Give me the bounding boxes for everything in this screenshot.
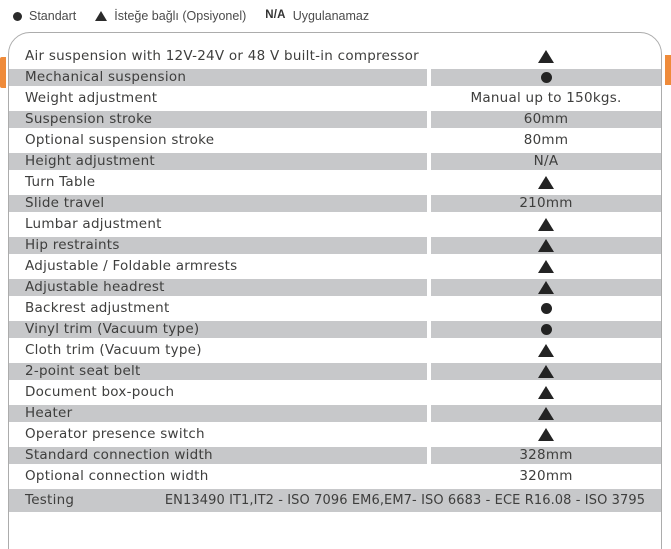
feature-label: Lumbar adjustment	[25, 216, 162, 232]
feature-label: Adjustable / Foldable armrests	[25, 258, 238, 274]
feature-label: Heater	[25, 405, 73, 421]
legend-item-not-applicable: N/A Uygulanamaz	[265, 9, 369, 23]
testing-value: EN13490 IT1,IT2 - ISO 7096 EM6,EM7- ISO …	[164, 492, 646, 508]
legend-label: İsteğe bağlı (Opsiyonel)	[114, 9, 247, 23]
spec-value	[427, 320, 661, 338]
feature-label: Cloth trim (Vacuum type)	[25, 342, 202, 358]
table-row-testing: Testing EN13490 IT1,IT2 - ISO 7096 EM6,E…	[9, 486, 661, 514]
table-row: Lumbar adjustment	[9, 213, 661, 235]
spec-value	[427, 278, 661, 296]
orange-accent-tab-right	[665, 55, 671, 85]
spec-value	[427, 68, 661, 86]
optional-triangle-icon	[538, 280, 554, 294]
table-row: Weight adjustment Manual up to 150kgs.	[9, 87, 661, 109]
spec-value	[427, 45, 661, 67]
feature-label: Backrest adjustment	[25, 300, 170, 316]
spec-value: 80mm	[427, 129, 661, 151]
orange-accent-tab-left	[0, 57, 6, 88]
legend-label: Uygulanamaz	[292, 9, 370, 23]
optional-triangle-icon	[538, 406, 554, 420]
spec-value: 328mm	[427, 446, 661, 464]
legend: Standart İsteğe bağlı (Opsiyonel) N/A Uy…	[13, 7, 369, 25]
spec-value	[427, 339, 661, 361]
table-row: Document box-pouch	[9, 381, 661, 403]
optional-triangle-icon	[95, 11, 108, 21]
standard-circle-icon	[540, 71, 552, 83]
feature-label: Vinyl trim (Vacuum type)	[25, 321, 200, 337]
feature-label: Height adjustment	[25, 153, 155, 169]
standard-circle-icon	[540, 323, 552, 335]
feature-label: Hip restraints	[25, 237, 120, 253]
spec-value	[427, 423, 661, 445]
table-row: Adjustable / Foldable armrests	[9, 255, 661, 277]
optional-triangle-icon	[538, 238, 554, 252]
standard-circle-icon	[540, 302, 552, 314]
feature-label: 2-point seat belt	[25, 363, 141, 379]
table-row: Standard connection width 328mm	[9, 444, 661, 466]
feature-label: Mechanical suspension	[25, 69, 187, 85]
feature-label: Suspension stroke	[25, 111, 153, 127]
table-row: Height adjustment N/A	[9, 150, 661, 172]
optional-triangle-icon	[538, 175, 554, 189]
spec-value: Manual up to 150kgs.	[427, 87, 661, 109]
spec-value: 210mm	[427, 194, 661, 212]
feature-label: Weight adjustment	[25, 90, 158, 106]
optional-triangle-icon	[538, 259, 554, 273]
table-row: Adjustable headrest	[9, 276, 661, 298]
na-symbol: N/A	[265, 9, 286, 22]
table-row: Operator presence switch	[9, 423, 661, 445]
optional-triangle-icon	[538, 385, 554, 399]
spec-value	[427, 213, 661, 235]
table-row: Slide travel 210mm	[9, 192, 661, 214]
feature-label: Optional connection width	[25, 468, 209, 484]
optional-triangle-icon	[538, 343, 554, 357]
legend-item-optional: İsteğe bağlı (Opsiyonel)	[95, 9, 246, 23]
table-row: Mechanical suspension	[9, 66, 661, 88]
spec-value: 320mm	[427, 465, 661, 487]
table-row: Hip restraints	[9, 234, 661, 256]
feature-label: Turn Table	[25, 174, 96, 190]
table-row: Turn Table	[9, 171, 661, 193]
spec-value	[427, 381, 661, 403]
spec-value	[427, 255, 661, 277]
table-row: Suspension stroke 60mm	[9, 108, 661, 130]
spec-value	[427, 362, 661, 380]
feature-label: Optional suspension stroke	[25, 132, 215, 148]
feature-label: Document box-pouch	[25, 384, 175, 400]
optional-triangle-icon	[538, 49, 554, 63]
feature-label: Testing	[25, 492, 75, 508]
spec-value	[427, 236, 661, 254]
legend-label: Standart	[29, 9, 77, 23]
feature-label: Operator presence switch	[25, 426, 205, 442]
spec-value	[427, 404, 661, 422]
spec-value: N/A	[427, 152, 661, 170]
table-row: Cloth trim (Vacuum type)	[9, 339, 661, 361]
feature-label: Slide travel	[25, 195, 105, 211]
feature-label: Air suspension with 12V-24V or 48 V buil…	[25, 48, 419, 64]
optional-triangle-icon	[538, 427, 554, 441]
table-row: Vinyl trim (Vacuum type)	[9, 318, 661, 340]
optional-triangle-icon	[538, 217, 554, 231]
feature-label: Standard connection width	[25, 447, 213, 463]
table-row: Optional suspension stroke 80mm	[9, 129, 661, 151]
table-row: Air suspension with 12V-24V or 48 V buil…	[9, 45, 661, 67]
feature-label: Adjustable headrest	[25, 279, 165, 295]
spec-value: 60mm	[427, 110, 661, 128]
spec-value	[427, 297, 661, 319]
table-row: 2-point seat belt	[9, 360, 661, 382]
spec-value	[427, 171, 661, 193]
legend-item-standard: Standart	[13, 9, 76, 23]
table-row: Backrest adjustment	[9, 297, 661, 319]
spec-table: Air suspension with 12V-24V or 48 V buil…	[8, 32, 662, 549]
table-row: Heater	[9, 402, 661, 424]
optional-triangle-icon	[538, 364, 554, 378]
spec-rows: Air suspension with 12V-24V or 48 V buil…	[9, 45, 661, 487]
standard-circle-icon	[13, 11, 22, 21]
table-row: Optional connection width 320mm	[9, 465, 661, 487]
